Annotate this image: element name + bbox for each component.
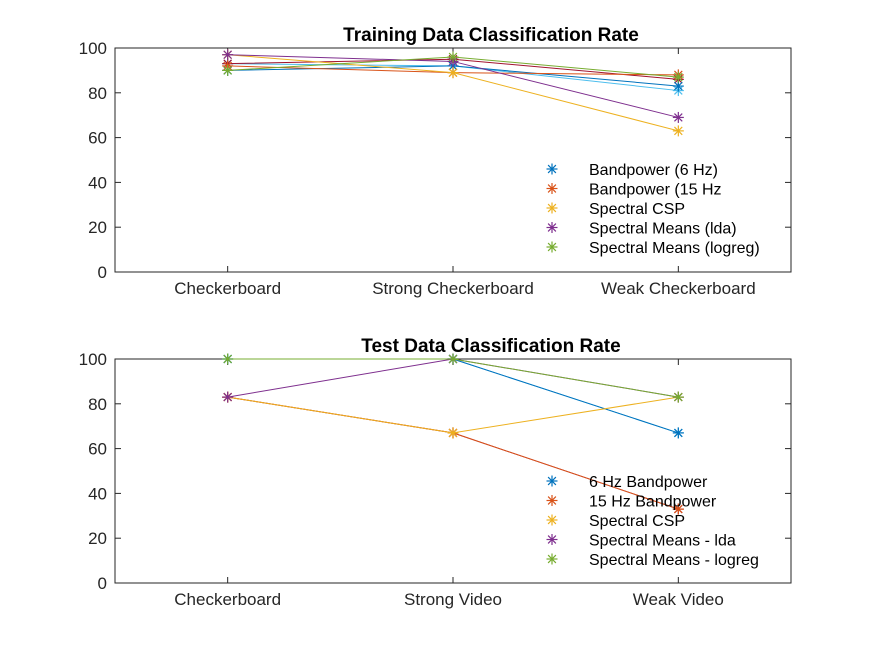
legend-marker — [546, 475, 558, 487]
legend-marker — [546, 202, 558, 214]
legend-marker — [546, 534, 558, 545]
data-point — [672, 71, 684, 83]
data-point — [222, 353, 234, 365]
data-point — [672, 503, 684, 515]
legend-marker — [546, 553, 558, 565]
y-tick-label: 60 — [88, 440, 107, 459]
series-line — [227, 396, 679, 510]
data-point — [447, 51, 459, 63]
legend-label: 15 Hz Bandpower — [589, 494, 717, 511]
legend-label: Spectral Means (lda) — [589, 221, 737, 238]
data-point — [447, 67, 459, 79]
extra-series-line — [227, 396, 679, 510]
legend-label: Spectral CSP — [589, 513, 685, 530]
data-point — [672, 111, 684, 123]
x-tick-label: Weak Checkerboard — [601, 279, 756, 298]
y-tick-label: 0 — [98, 263, 107, 282]
axes-box — [114, 47, 792, 273]
y-tick-label: 20 — [88, 218, 107, 237]
y-tick-label: 80 — [88, 84, 107, 103]
data-point — [222, 49, 234, 61]
legend-label: Bandpower (6 Hz) — [589, 162, 718, 179]
data-point — [672, 427, 684, 439]
legend-marker — [546, 241, 558, 253]
plot-test: Test Data Classification Rate 0 20 40 60 80 10… — [79, 336, 792, 609]
chart-title: Training Data Classification Rate — [343, 25, 639, 46]
series-line — [227, 358, 679, 434]
y-tick-label: 80 — [88, 395, 107, 414]
x-tick-label: Checkerboard — [174, 279, 281, 298]
legend-label: 6 Hz Bandpower — [589, 474, 708, 491]
legend-label: Bandpower (15 Hz — [589, 182, 722, 199]
data-point — [447, 427, 459, 439]
y-tick-label: 100 — [79, 350, 107, 369]
chart-title: Test Data Classification Rate — [361, 336, 620, 357]
y-tick-label: 60 — [88, 129, 107, 148]
legend-marker — [546, 183, 558, 194]
x-tick-label: Weak Video — [633, 590, 724, 609]
data-point — [672, 391, 684, 403]
legend-label: Spectral CSP — [589, 201, 685, 218]
legend-marker — [546, 514, 558, 526]
data-point — [222, 391, 234, 403]
y-tick-label: 0 — [98, 574, 107, 593]
y-tick-label: 20 — [88, 529, 107, 548]
legend-marker — [546, 163, 558, 175]
legend-marker — [546, 222, 558, 233]
data-point — [222, 64, 234, 76]
legend-label: Spectral Means (logreg) — [589, 240, 760, 257]
x-tick-label: Strong Checkerboard — [372, 279, 534, 298]
extra-series-line — [227, 358, 679, 434]
y-tick-label: 40 — [88, 173, 107, 192]
legend-label: Spectral Means - logreg — [589, 552, 759, 569]
y-tick-label: 100 — [79, 39, 107, 58]
plot-training: Training Data Classification Rate 0 20 40 60… — [79, 25, 792, 298]
data-point — [672, 125, 684, 137]
legend-marker — [546, 495, 558, 506]
x-tick-label: Checkerboard — [174, 590, 281, 609]
legend-label: Spectral Means - lda — [589, 533, 736, 550]
data-point — [447, 353, 459, 365]
y-tick-label: 40 — [88, 484, 107, 503]
x-tick-label: Strong Video — [404, 590, 502, 609]
